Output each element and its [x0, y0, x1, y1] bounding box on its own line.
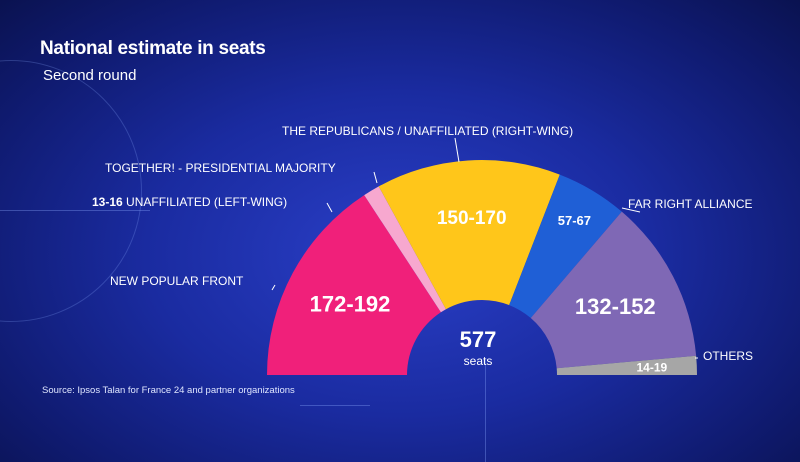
value-label-5: 14-19 — [636, 361, 667, 375]
value-label-0: 172-192 — [310, 292, 391, 317]
center-total: 577 — [460, 327, 497, 352]
segment-4 — [530, 211, 697, 369]
leader-line-3 — [454, 137, 460, 163]
leader-line-0 — [271, 284, 276, 291]
party-label-0: NEW POPULAR FRONT — [110, 274, 244, 288]
source-note: Source: Ipsos Talan for France 24 and pa… — [42, 385, 295, 396]
leader-line-4 — [621, 207, 641, 213]
party-label-3: THE REPUBLICANS / UNAFFILIATED (RIGHT-WI… — [282, 124, 573, 138]
leader-line-2 — [373, 171, 378, 184]
segment-5 — [556, 355, 697, 375]
leader-lines-group — [271, 137, 698, 359]
value-label-2: 150-170 — [437, 208, 507, 229]
party-labels-group: NEW POPULAR FRONT 13-16 UNAFFILIATED (LEF… — [92, 124, 753, 363]
center-unit: seats — [464, 354, 493, 368]
leader-line-1 — [326, 202, 333, 213]
segment-3 — [509, 174, 622, 319]
segment-1 — [364, 186, 446, 313]
value-label-3: 57-67 — [558, 213, 591, 228]
party-label-5: OTHERS — [703, 349, 753, 363]
party-label-value-1: 13-16 — [92, 195, 126, 209]
party-label-name-1: UNAFFILIATED (LEFT-WING) — [126, 195, 287, 209]
party-label-4: FAR RIGHT ALLIANCE — [628, 197, 752, 211]
segments-group — [267, 160, 697, 375]
segment-0 — [267, 195, 441, 375]
party-label-1: 13-16 UNAFFILIATED (LEFT-WING) — [92, 195, 287, 209]
value-label-4: 132-152 — [575, 294, 656, 319]
value-labels-group: 172-192 150-170 57-67 132-152 14-19 — [310, 208, 668, 375]
chart-subtitle: Second round — [43, 67, 137, 84]
segment-2 — [378, 160, 560, 310]
party-label-2: TOGETHER! - PRESIDENTIAL MAJORITY — [105, 161, 336, 175]
chart-title: National estimate in seats — [40, 38, 266, 59]
